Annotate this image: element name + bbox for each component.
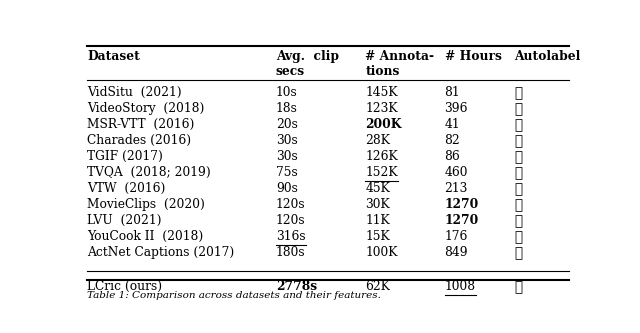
- Text: ActNet Captions (2017): ActNet Captions (2017): [88, 246, 235, 259]
- Text: 316s: 316s: [276, 230, 305, 243]
- Text: ✓: ✓: [514, 102, 522, 116]
- Text: 100K: 100K: [365, 246, 397, 259]
- Text: 145K: 145K: [365, 86, 397, 99]
- Text: ✓: ✓: [514, 280, 522, 294]
- Text: Dataset: Dataset: [88, 50, 140, 63]
- Text: 152K: 152K: [365, 166, 397, 179]
- Text: 2778s: 2778s: [276, 280, 317, 293]
- Text: 120s: 120s: [276, 214, 305, 227]
- Text: # Annota-
tions: # Annota- tions: [365, 50, 434, 78]
- Text: MSR-VTT  (2016): MSR-VTT (2016): [88, 118, 195, 131]
- Text: 10s: 10s: [276, 86, 298, 99]
- Text: 45K: 45K: [365, 182, 390, 195]
- Text: Charades (2016): Charades (2016): [88, 134, 191, 147]
- Text: 30s: 30s: [276, 150, 298, 163]
- Text: 75s: 75s: [276, 166, 298, 179]
- Text: TVQA  (2018; 2019): TVQA (2018; 2019): [88, 166, 211, 179]
- Text: 460: 460: [445, 166, 468, 179]
- Text: MovieClips  (2020): MovieClips (2020): [88, 198, 205, 211]
- Text: ✓: ✓: [514, 214, 522, 228]
- Text: TGIF (2017): TGIF (2017): [88, 150, 163, 163]
- Text: 15K: 15K: [365, 230, 390, 243]
- Text: 180s: 180s: [276, 246, 305, 259]
- Text: 30K: 30K: [365, 198, 390, 211]
- Text: VTW  (2016): VTW (2016): [88, 182, 166, 195]
- Text: 81: 81: [445, 86, 460, 99]
- Text: Table 1: Comparison across datasets and their features.: Table 1: Comparison across datasets and …: [88, 291, 381, 300]
- Text: 20s: 20s: [276, 118, 298, 131]
- Text: 86: 86: [445, 150, 460, 163]
- Text: VidSitu  (2021): VidSitu (2021): [88, 86, 182, 99]
- Text: 18s: 18s: [276, 102, 298, 115]
- Text: # Hours: # Hours: [445, 50, 501, 63]
- Text: 213: 213: [445, 182, 468, 195]
- Text: 30s: 30s: [276, 134, 298, 147]
- Text: 126K: 126K: [365, 150, 398, 163]
- Text: ✓: ✓: [514, 182, 522, 196]
- Text: YouCook II  (2018): YouCook II (2018): [88, 230, 204, 243]
- Text: 28K: 28K: [365, 134, 390, 147]
- Text: Avg.  clip
secs: Avg. clip secs: [276, 50, 339, 78]
- Text: 1270: 1270: [445, 214, 479, 227]
- Text: 200K: 200K: [365, 118, 402, 131]
- Text: 82: 82: [445, 134, 460, 147]
- Text: LCric (ours): LCric (ours): [88, 280, 163, 293]
- Text: ✗: ✗: [514, 230, 522, 244]
- Text: 90s: 90s: [276, 182, 298, 195]
- Text: VideoStory  (2018): VideoStory (2018): [88, 102, 205, 115]
- Text: 11K: 11K: [365, 214, 390, 227]
- Text: LVU  (2021): LVU (2021): [88, 214, 162, 227]
- Text: ✗: ✗: [514, 86, 522, 100]
- Text: ✗: ✗: [514, 118, 522, 132]
- Text: 176: 176: [445, 230, 468, 243]
- Text: ✗: ✗: [514, 166, 522, 180]
- Text: 123K: 123K: [365, 102, 397, 115]
- Text: 1008: 1008: [445, 280, 476, 293]
- Text: 41: 41: [445, 118, 460, 131]
- Text: ✓: ✓: [514, 150, 522, 164]
- Text: 396: 396: [445, 102, 468, 115]
- Text: ✓: ✓: [514, 198, 522, 212]
- Text: 1270: 1270: [445, 198, 479, 211]
- Text: Autolabel: Autolabel: [514, 50, 580, 63]
- Text: 849: 849: [445, 246, 468, 259]
- Text: ✗: ✗: [514, 134, 522, 148]
- Text: 120s: 120s: [276, 198, 305, 211]
- Text: ✗: ✗: [514, 246, 522, 260]
- Text: 62K: 62K: [365, 280, 390, 293]
